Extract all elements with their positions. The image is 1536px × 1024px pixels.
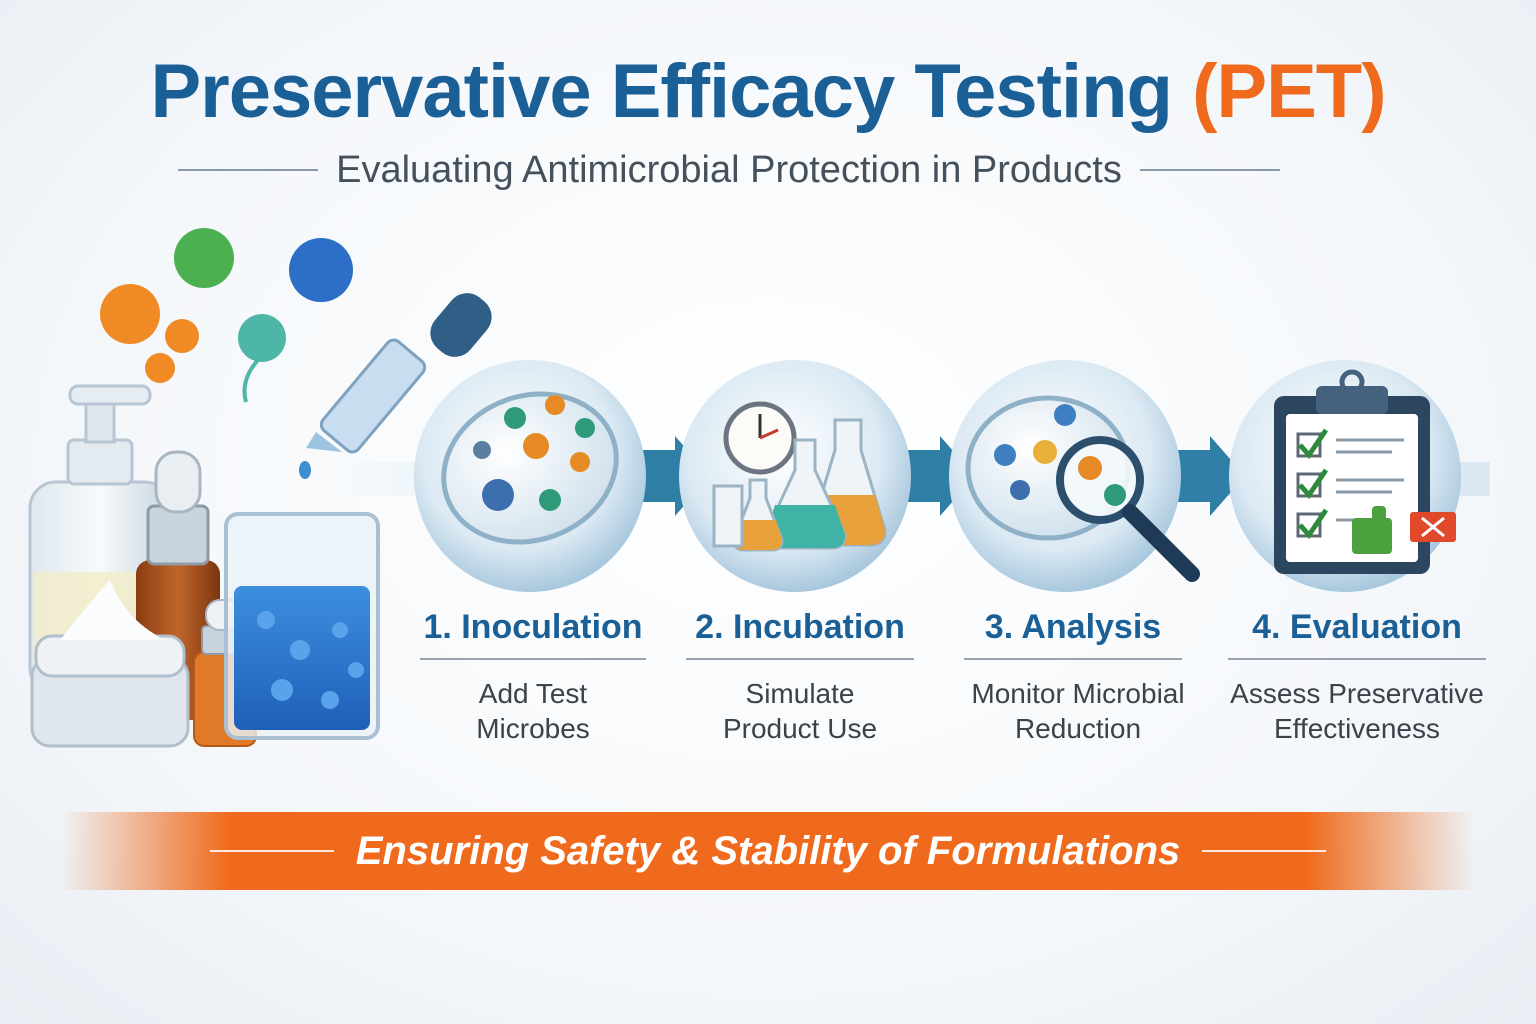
step-1-rule: [420, 658, 646, 660]
microbe-icon: [1104, 484, 1126, 506]
footer-banner-row: Ensuring Safety & Stability of Formulati…: [210, 812, 1326, 890]
subtitle-row: Evaluating Antimicrobial Protection in P…: [178, 148, 1280, 191]
microbe-icon: [504, 407, 526, 429]
checkmark-icon: [1298, 508, 1329, 540]
step-3-desc-line2: Reduction: [1014, 713, 1142, 744]
step-2-title: 2. Incubation: [695, 608, 905, 646]
step-1-desc-line1: Add Test: [478, 678, 588, 709]
microbe-icon: [570, 452, 590, 472]
thumbs-up-icon: [1352, 518, 1392, 554]
step-2-rule: [686, 658, 914, 660]
microbe-icon: [145, 353, 175, 383]
microbe-icon: [100, 284, 160, 344]
step-2-desc-line1: Simulate: [745, 678, 855, 709]
beaker-icon: [712, 484, 744, 548]
microbe-icon: [539, 489, 561, 511]
title-accent: (PET): [1192, 49, 1386, 134]
flagellum: [242, 358, 260, 403]
step-3-desc-line1: Monitor Microbial: [971, 678, 1185, 709]
step-4-rule: [1228, 658, 1486, 660]
banner-rule-right: [1202, 850, 1326, 852]
title-main: Preservative Efficacy Testing: [150, 49, 1172, 134]
step-2-desc-line2: Product Use: [722, 713, 878, 744]
checkmark-icon: [1298, 428, 1329, 460]
step-3-title: 3. Analysis: [984, 608, 1162, 646]
step-2-desc: Simulate Product Use: [686, 676, 914, 746]
microbe-icon: [1078, 456, 1102, 480]
step-3-rule: [964, 658, 1182, 660]
subtitle-rule-left: [178, 169, 319, 171]
step-1-desc-line2: Microbes: [476, 713, 590, 744]
microbe-icon: [545, 395, 565, 415]
microbe-icon: [994, 444, 1016, 466]
arrow-icon: [1165, 436, 1245, 516]
step-3-desc: Monitor Microbial Reduction: [944, 676, 1212, 746]
microbe-icon: [473, 441, 491, 459]
checkmark-icon: [1298, 468, 1329, 500]
banner-rule-left: [210, 850, 334, 852]
step-4-title: 4. Evaluation: [1252, 608, 1462, 646]
step-4-desc: Assess Preservative Effectiveness: [1218, 676, 1496, 746]
microbe-icon: [174, 228, 234, 288]
microbe-icon: [482, 479, 514, 511]
step-1-title: 1. Inoculation: [423, 608, 643, 646]
microbe-icon: [289, 238, 353, 302]
pipette-icon: [299, 293, 492, 479]
microbe-icon: [238, 314, 286, 362]
banner-text: Ensuring Safety & Stability of Formulati…: [355, 828, 1181, 873]
microbe-icon: [1033, 440, 1057, 464]
microbe-icon: [575, 418, 595, 438]
subtitle: Evaluating Antimicrobial Protection in P…: [336, 148, 1122, 191]
microbe-icon: [1010, 480, 1030, 500]
microbe-icon: [165, 319, 199, 353]
subtitle-rule-right: [1139, 169, 1280, 171]
step-4-desc-line2: Effectiveness: [1273, 713, 1441, 744]
page-title: Preservative Efficacy Testing (PET): [0, 48, 1536, 135]
microbe-icon: [1054, 404, 1076, 426]
step-4-desc-line1: Assess Preservative: [1230, 678, 1484, 709]
step-1-desc: Add Test Microbes: [420, 676, 646, 746]
microbe-icon: [523, 433, 549, 459]
